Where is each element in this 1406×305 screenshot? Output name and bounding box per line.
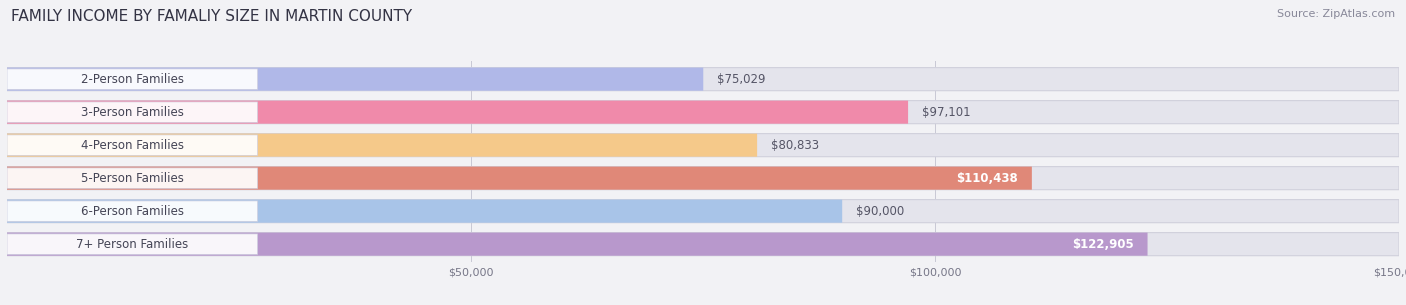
Text: $110,438: $110,438 [956, 172, 1018, 185]
FancyBboxPatch shape [7, 199, 1399, 223]
FancyBboxPatch shape [7, 199, 842, 223]
Text: $80,833: $80,833 [770, 139, 820, 152]
Text: $122,905: $122,905 [1071, 238, 1133, 251]
Text: $90,000: $90,000 [856, 205, 904, 218]
Text: $75,029: $75,029 [717, 73, 766, 86]
Text: $97,101: $97,101 [922, 106, 970, 119]
FancyBboxPatch shape [7, 101, 908, 124]
Text: Source: ZipAtlas.com: Source: ZipAtlas.com [1277, 9, 1395, 19]
FancyBboxPatch shape [7, 233, 1147, 256]
FancyBboxPatch shape [7, 233, 1399, 256]
Text: 5-Person Families: 5-Person Families [82, 172, 184, 185]
Text: 2-Person Families: 2-Person Families [80, 73, 184, 86]
FancyBboxPatch shape [7, 68, 1399, 91]
FancyBboxPatch shape [7, 101, 1399, 124]
FancyBboxPatch shape [7, 168, 257, 188]
FancyBboxPatch shape [7, 234, 257, 254]
Text: FAMILY INCOME BY FAMALIY SIZE IN MARTIN COUNTY: FAMILY INCOME BY FAMALIY SIZE IN MARTIN … [11, 9, 412, 24]
FancyBboxPatch shape [7, 135, 257, 155]
FancyBboxPatch shape [7, 167, 1032, 190]
FancyBboxPatch shape [7, 134, 1399, 157]
FancyBboxPatch shape [7, 134, 756, 157]
FancyBboxPatch shape [7, 68, 703, 91]
FancyBboxPatch shape [7, 102, 257, 122]
Text: 3-Person Families: 3-Person Families [82, 106, 184, 119]
FancyBboxPatch shape [7, 201, 257, 221]
Text: 6-Person Families: 6-Person Families [80, 205, 184, 218]
FancyBboxPatch shape [7, 69, 257, 89]
FancyBboxPatch shape [7, 167, 1399, 190]
Text: 7+ Person Families: 7+ Person Families [76, 238, 188, 251]
Text: 4-Person Families: 4-Person Families [80, 139, 184, 152]
